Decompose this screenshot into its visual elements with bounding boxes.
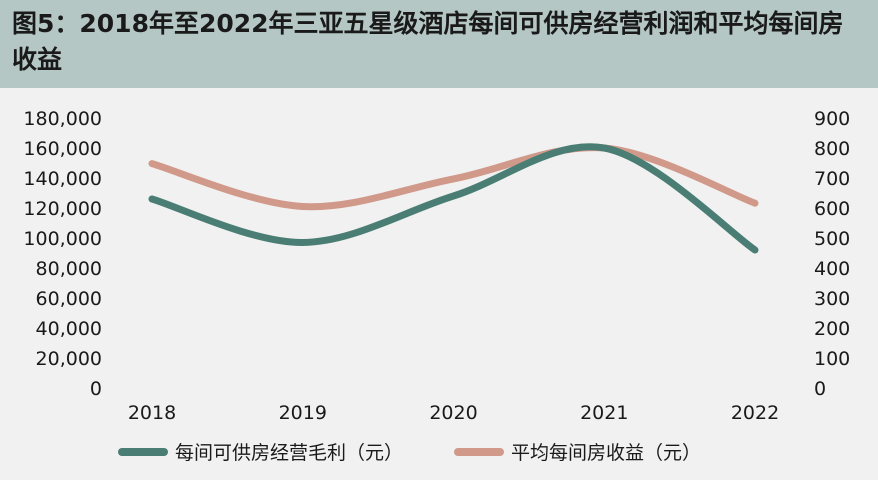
right-tick-label: 0 [814,378,826,400]
series-lines [148,143,759,254]
left-tick-label: 0 [90,378,102,400]
line-chart: 180,000 160,000 140,000 120,000 100,000 80,00… [23,108,850,464]
right-tick-label: 200 [814,318,850,340]
x-axis-ticks: 2018 2019 2020 2021 2022 [128,402,779,424]
right-tick-label: 100 [814,348,850,370]
left-axis-ticks: 180,000 160,000 140,000 120,000 100,000 80,00… [23,108,102,400]
left-tick-label: 100,000 [23,228,102,250]
left-tick-label: 160,000 [23,138,102,160]
series-line-gross-profit [148,143,759,254]
left-tick-label: 140,000 [23,168,102,190]
left-tick-label: 180,000 [23,108,102,130]
right-tick-label: 400 [814,258,850,280]
left-tick-label: 80,000 [36,258,102,280]
left-tick-label: 40,000 [36,318,102,340]
x-tick-label: 2019 [279,402,327,424]
x-tick-label: 2021 [580,402,628,424]
right-tick-label: 800 [814,138,850,160]
left-tick-label: 60,000 [36,288,102,310]
x-tick-label: 2018 [128,402,176,424]
left-tick-label: 20,000 [36,348,102,370]
right-tick-label: 300 [814,288,850,310]
title-bar: 图5：2018年至2022年三亚五星级酒店每间可供房经营利润和平均每间房收益 [0,0,878,88]
legend-label: 平均每间房收益（元） [511,442,701,464]
x-tick-label: 2022 [731,402,779,424]
right-axis-ticks: 900 800 700 600 500 400 300 200 100 0 [814,108,850,400]
series-line-revpar [148,144,759,211]
chart-area: 180,000 160,000 140,000 120,000 100,000 80,00… [0,88,878,480]
x-tick-label: 2020 [429,402,477,424]
right-tick-label: 500 [814,228,850,250]
left-tick-label: 120,000 [23,198,102,220]
legend: 每间可供房经营毛利（元） 平均每间房收益（元） [118,442,701,464]
legend-label: 每间可供房经营毛利（元） [175,442,403,464]
chart-title: 图5：2018年至2022年三亚五星级酒店每间可供房经营利润和平均每间房收益 [12,9,844,74]
right-tick-label: 600 [814,198,850,220]
right-tick-label: 900 [814,108,850,130]
right-tick-label: 700 [814,168,850,190]
